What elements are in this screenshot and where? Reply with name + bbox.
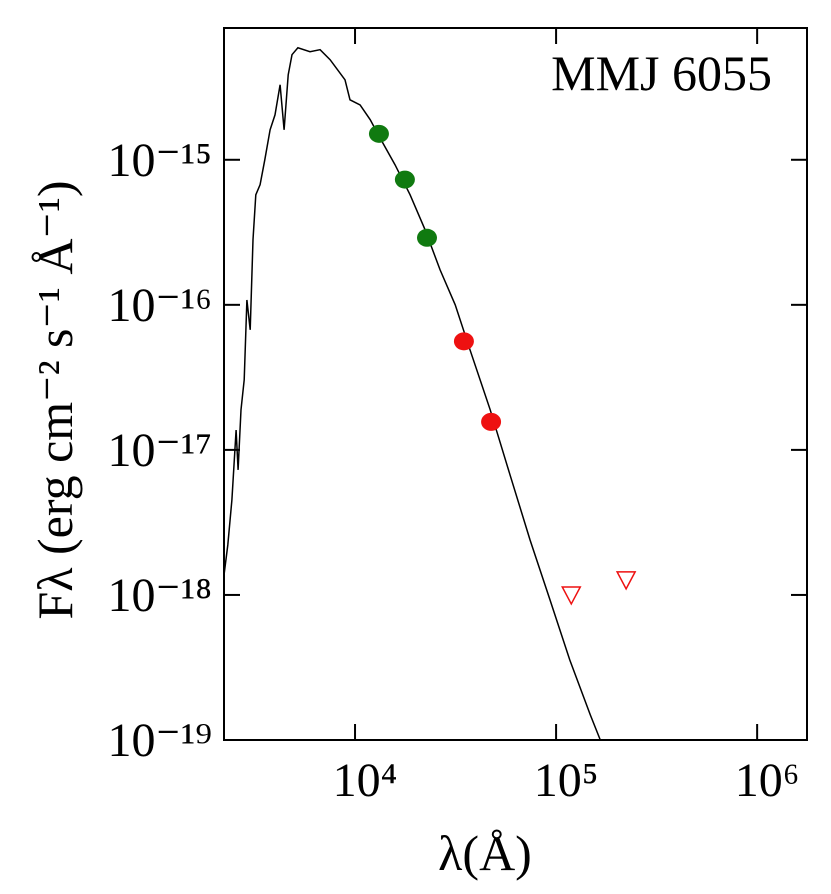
y-tick-label: 10⁻¹⁸ xyxy=(108,569,212,622)
y-axis-label: Fλ (erg cm⁻² s⁻¹ Å⁻¹) xyxy=(27,180,83,619)
x-tick-label: 10⁶ xyxy=(735,754,800,807)
annotation: MMJ 6055 xyxy=(551,45,772,101)
data-point xyxy=(416,228,437,247)
plot-frame xyxy=(223,27,808,741)
data-point xyxy=(394,170,415,189)
y-tick-label: 10⁻¹⁷ xyxy=(108,424,212,477)
y-tick-label: 10⁻¹⁶ xyxy=(108,279,212,332)
x-axis-label: λ(Å) xyxy=(438,825,532,881)
data-point xyxy=(481,412,502,431)
data-point xyxy=(453,332,474,351)
y-tick-label: 10⁻¹⁹ xyxy=(108,714,212,767)
upper-limit xyxy=(561,586,582,606)
model-line xyxy=(223,46,601,741)
x-tick-label: 10⁴ xyxy=(333,754,398,807)
y-tick-label: 10⁻¹⁵ xyxy=(108,134,212,187)
x-tick-label: 10⁵ xyxy=(534,754,599,807)
upper-limit xyxy=(615,571,637,591)
data-point xyxy=(368,124,389,143)
